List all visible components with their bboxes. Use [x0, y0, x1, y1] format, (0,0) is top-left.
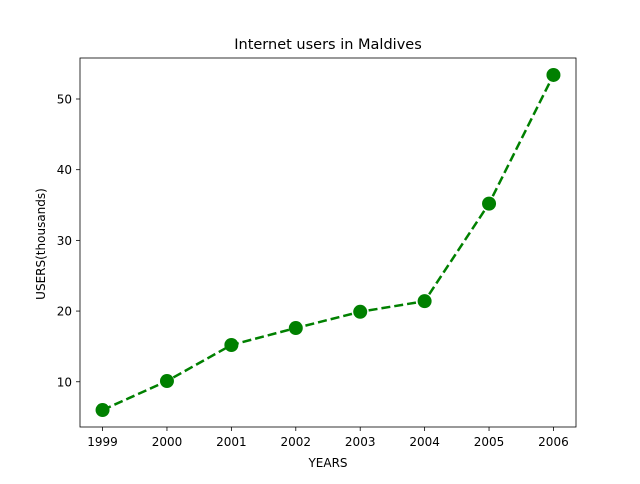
x-axis-label: YEARS: [307, 456, 347, 470]
data-point-marker: [353, 304, 368, 319]
data-point-marker: [546, 67, 561, 82]
x-tick-label: 2002: [281, 435, 312, 449]
y-tick-label: 20: [57, 305, 72, 319]
y-tick-label: 40: [57, 163, 72, 177]
data-point-marker: [288, 321, 303, 336]
series-line: [102, 74, 555, 412]
data-point-marker: [224, 338, 239, 352]
y-tick-label: 30: [57, 234, 72, 248]
x-tick-label: 1999: [87, 435, 118, 449]
x-tick-label: 2003: [345, 435, 376, 449]
y-tick-label: 10: [57, 375, 72, 389]
data-point-marker: [95, 403, 110, 418]
x-tick-label: 2000: [152, 435, 183, 449]
x-tick-label: 2004: [409, 435, 440, 449]
x-tick-label: 2001: [216, 435, 247, 449]
chart-title: Internet users in Maldives: [234, 37, 422, 53]
x-tick-label: 2005: [474, 435, 505, 449]
plot-area: [79, 57, 577, 428]
data-point-marker: [482, 196, 497, 211]
x-axis-ticks: 1999 2000 2001 2002 2003 2004 2005 2006: [87, 427, 569, 449]
x-tick-label: 2006: [538, 435, 569, 449]
y-axis-label: USERS(thousands): [34, 188, 48, 300]
plot-frame: [79, 57, 577, 428]
y-tick-label: 50: [57, 93, 72, 107]
series-layer: [95, 67, 561, 418]
data-point-marker: [159, 374, 174, 389]
y-axis-ticks: 10 20 30 40 50: [57, 93, 80, 389]
data-point-marker: [417, 294, 432, 309]
